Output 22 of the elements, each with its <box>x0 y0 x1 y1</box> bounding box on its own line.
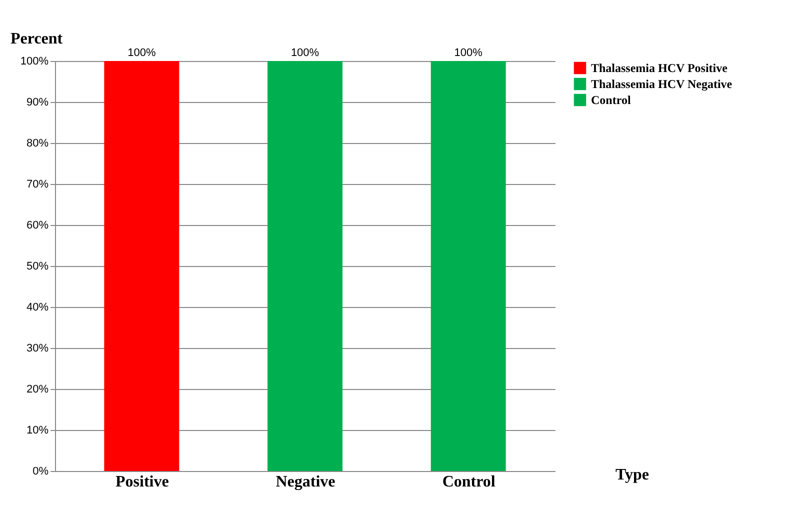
legend-label: Thalassemia HCV Positive <box>591 61 728 75</box>
y-tick-label: 100% <box>20 56 49 68</box>
y-tick-label: 70% <box>26 178 49 190</box>
y-axis-title: Percent <box>10 30 64 48</box>
y-tick-label: 50% <box>26 260 49 272</box>
y-tick-label: 20% <box>26 384 49 396</box>
y-tick-label: 30% <box>26 342 49 354</box>
x-tick-label: Control <box>442 474 496 490</box>
y-tick-label: 40% <box>26 302 49 314</box>
legend-label: Control <box>591 93 632 107</box>
y-tick-label: 90% <box>26 96 49 108</box>
y-tick-label: 60% <box>26 220 49 232</box>
x-axis-title: Type <box>616 466 649 484</box>
y-tick-label: 10% <box>26 424 49 436</box>
y-tick-label: 80% <box>26 138 49 150</box>
data-label: 100% <box>128 47 156 59</box>
y-tick-label: 0% <box>32 466 49 478</box>
x-tick-label: Positive <box>116 474 169 490</box>
legend-label: Thalassemia HCV Negative <box>591 77 733 91</box>
x-tick-label: Negative <box>276 474 336 490</box>
data-label: 100% <box>454 47 483 59</box>
data-label: 100% <box>290 47 320 59</box>
